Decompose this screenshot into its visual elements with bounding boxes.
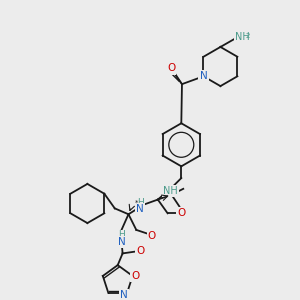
Text: O: O — [177, 208, 185, 218]
Text: H: H — [137, 198, 144, 207]
Text: N: N — [120, 290, 128, 300]
Text: O: O — [136, 246, 144, 256]
Text: O: O — [167, 64, 175, 74]
Text: NH: NH — [235, 32, 250, 42]
Text: N: N — [118, 237, 125, 247]
Text: NH: NH — [163, 186, 178, 196]
Text: N: N — [200, 71, 207, 81]
Text: *: * — [134, 200, 138, 206]
Text: O: O — [148, 231, 156, 241]
Text: N: N — [136, 204, 144, 214]
Text: 2: 2 — [246, 33, 250, 39]
Text: O: O — [131, 271, 140, 281]
Text: H: H — [118, 230, 125, 239]
